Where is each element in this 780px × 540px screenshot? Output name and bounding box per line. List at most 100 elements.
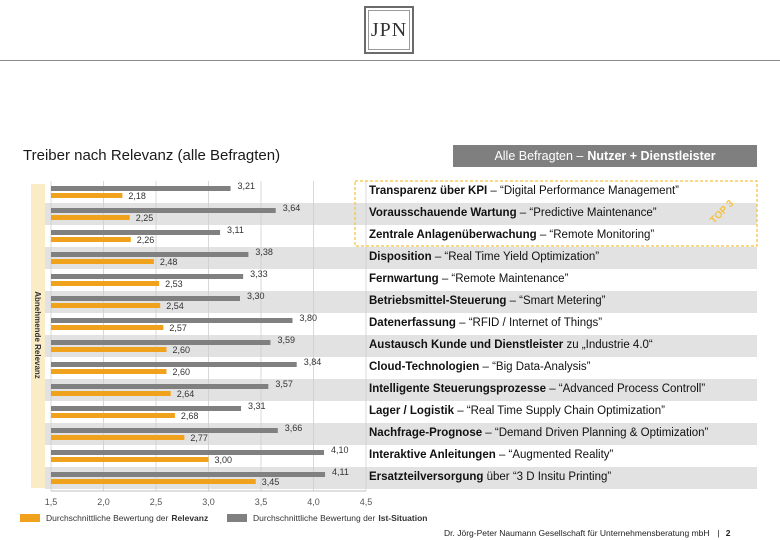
driver-label: Fernwartung – “Remote Maintenance”: [369, 273, 568, 285]
ist-value-label: 4,11: [332, 467, 349, 477]
driver-label-rest: – “Advanced Process Controll”: [546, 383, 706, 395]
driver-label: Disposition – “Real Time Yield Optimizat…: [369, 251, 599, 263]
relevance-bar: [51, 369, 167, 374]
relevance-bar: [51, 435, 185, 440]
driver-label-rest: – “Real Time Supply Chain Optimization”: [454, 405, 665, 417]
relevance-bar: [51, 347, 167, 352]
ist-value-label: 3,11: [227, 225, 244, 235]
ist-bar: [51, 208, 276, 213]
relevance-side-band: [31, 184, 45, 488]
driver-label-rest: – “Big Data-Analysis”: [479, 361, 591, 373]
driver-label-bold: Datenerfassung: [369, 317, 456, 329]
driver-label-bold: Betriebsmittel-Steuerung: [369, 295, 507, 307]
footer-separator: |: [717, 528, 720, 538]
legend-relevance-swatch: [20, 514, 40, 522]
ist-value-label: 3,21: [238, 181, 256, 191]
driver-label: Betriebsmittel-Steuerung – “Smart Meteri…: [369, 295, 605, 307]
ist-bar: [51, 384, 269, 389]
ist-value-label: 3,64: [283, 203, 301, 213]
relevance-bar: [51, 479, 256, 484]
driver-label: Transparenz über KPI – “Digital Performa…: [369, 185, 679, 197]
driver-label-bold: Disposition: [369, 251, 432, 263]
driver-label: Intelligente Steuerungsprozesse – “Advan…: [369, 383, 705, 395]
relevance-bar: [51, 193, 123, 198]
relevance-value-label: 2,53: [165, 279, 183, 289]
driver-label-rest: – “Remote Maintenance”: [438, 273, 569, 285]
footer: Dr. Jörg-Peter Naumann Gesellschaft für …: [444, 528, 730, 538]
driver-label: Austausch Kunde und Dienstleister zu „In…: [369, 339, 653, 351]
banner-prefix: Alle Befragten –: [494, 149, 584, 163]
ist-bar: [51, 472, 326, 477]
driver-label-rest: – “Augmented Reality”: [495, 449, 614, 461]
legend-ist-swatch: [227, 514, 247, 522]
driver-label-rest: – “Digital Performance Management”: [487, 185, 679, 197]
ist-bar: [51, 296, 240, 301]
relevance-value-label: 2,57: [169, 323, 187, 333]
ist-value-label: 3,30: [247, 291, 265, 301]
ist-value-label: 3,38: [255, 247, 273, 257]
legend-ist-prefix: Durchschnittliche Bewertung der: [253, 513, 376, 523]
ist-bar: [51, 186, 231, 191]
ist-value-label: 4,10: [331, 445, 349, 455]
driver-label: Nachfrage-Prognose – “Demand Driven Plan…: [369, 427, 708, 439]
ist-value-label: 3,57: [275, 379, 293, 389]
driver-label-bold: Vorausschauende Wartung: [369, 207, 517, 219]
banner-bold: Nutzer + Dienstleister: [587, 149, 716, 163]
relevance-bar: [51, 391, 171, 396]
driver-label-rest: über “3 D Insitu Printing”: [483, 471, 612, 483]
relevance-value-label: 2,25: [136, 213, 154, 223]
legend-relevance-prefix: Durchschnittliche Bewertung der: [46, 513, 169, 523]
ist-value-label: 3,66: [285, 423, 303, 433]
ist-bar: [51, 252, 249, 257]
relevance-bar: [51, 413, 175, 418]
relevance-value-label: 2,77: [190, 433, 208, 443]
legend-ist: Durchschnittliche Bewertung der Ist-Situ…: [227, 513, 427, 523]
relevance-value-label: 2,54: [166, 301, 184, 311]
driver-label-bold: Cloud-Technologien: [369, 361, 480, 373]
relevance-bar: [51, 259, 154, 264]
relevance-value-label: 2,68: [181, 411, 199, 421]
driver-label: Cloud-Technologien – “Big Data-Analysis”: [369, 361, 591, 373]
driver-label-bold: Fernwartung: [369, 273, 439, 285]
relevance-value-label: 2,60: [173, 345, 191, 355]
respondent-banner: Alle Befragten – Nutzer + Dienstleister: [453, 145, 757, 167]
ist-value-label: 3,59: [277, 335, 295, 345]
driver-label: Vorausschauende Wartung – “Predictive Ma…: [369, 207, 657, 219]
x-tick-label: 4,0: [307, 497, 320, 507]
ist-bar: [51, 362, 297, 367]
ist-bar: [51, 274, 244, 279]
driver-label: Ersatzteilversorgung über “3 D Insitu Pr…: [369, 471, 611, 483]
relevance-value-label: 2,26: [137, 235, 155, 245]
relevance-value-label: 2,18: [128, 191, 146, 201]
driver-label-bold: Zentrale Anlagenüberwachung: [369, 229, 537, 241]
top3-highlight-box: [354, 180, 758, 247]
relevance-value-label: 2,60: [173, 367, 191, 377]
driver-label: Interaktive Anleitungen – “Augmented Rea…: [369, 449, 613, 461]
relevance-bar: [51, 457, 209, 462]
driver-label-rest: – “Remote Monitoring”: [536, 229, 655, 241]
footer-company: Dr. Jörg-Peter Naumann Gesellschaft für …: [444, 528, 710, 538]
legend-relevance-bold: Relevanz: [171, 513, 209, 523]
ist-value-label: 3,84: [304, 357, 322, 367]
x-tick-label: 4,5: [360, 497, 373, 507]
x-tick-label: 2,5: [150, 497, 163, 507]
legend-ist-bold: Ist-Situation: [378, 513, 428, 523]
legend-relevance: Durchschnittliche Bewertung der Relevanz: [20, 513, 208, 523]
driver-label: Zentrale Anlagenüberwachung – “Remote Mo…: [369, 229, 654, 241]
driver-label-bold: Nachfrage-Prognose: [369, 427, 483, 439]
jpn-logo: JPN: [364, 6, 414, 54]
relevance-bar: [51, 303, 161, 308]
relevance-bar: [51, 325, 164, 330]
x-tick-label: 3,0: [202, 497, 215, 507]
relevance-value-label: 3,45: [262, 477, 280, 487]
ist-value-label: 3,80: [300, 313, 318, 323]
driver-label-rest: – “RFID / Internet of Things”: [455, 317, 603, 329]
relevance-bar: [51, 215, 130, 220]
relevance-value-label: 2,64: [177, 389, 195, 399]
ist-value-label: 3,33: [250, 269, 268, 279]
ist-bar: [51, 450, 324, 455]
relevance-value-label: 2,48: [160, 257, 178, 267]
relevance-bar: [51, 237, 131, 242]
relevance-bar: [51, 281, 160, 286]
